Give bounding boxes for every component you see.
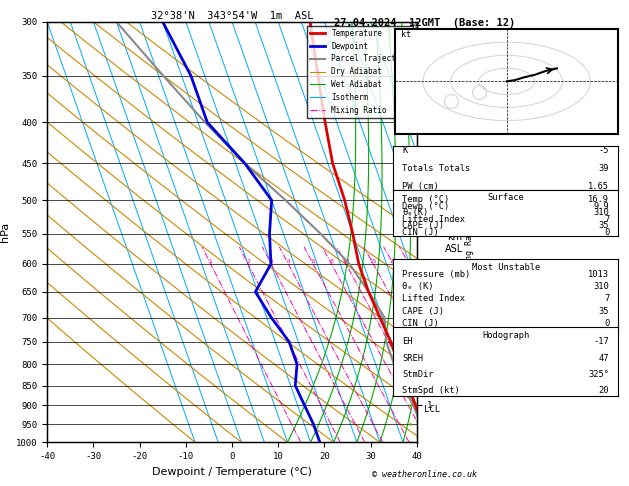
Text: θₑ (K): θₑ (K) <box>402 282 433 291</box>
Y-axis label: km
ASL: km ASL <box>445 232 464 254</box>
Text: 7: 7 <box>604 294 610 303</box>
Text: 310: 310 <box>594 282 610 291</box>
Text: Hodograph: Hodograph <box>482 331 530 341</box>
Text: © weatheronline.co.uk: © weatheronline.co.uk <box>372 470 477 479</box>
Text: EH: EH <box>402 337 413 347</box>
Text: Totals Totals: Totals Totals <box>402 164 470 173</box>
Text: 2: 2 <box>246 259 250 264</box>
Text: kt: kt <box>401 30 411 39</box>
Text: 6: 6 <box>311 259 315 264</box>
Text: 27.04.2024  12GMT  (Base: 12): 27.04.2024 12GMT (Base: 12) <box>334 18 515 28</box>
Text: Dewp (°C): Dewp (°C) <box>402 202 449 210</box>
Text: 325°: 325° <box>588 370 610 379</box>
Legend: Temperature, Dewpoint, Parcel Trajectory, Dry Adiabat, Wet Adiabat, Isotherm, Mi: Temperature, Dewpoint, Parcel Trajectory… <box>307 26 413 118</box>
Text: 1013: 1013 <box>588 270 610 278</box>
Text: 9.9: 9.9 <box>594 202 610 210</box>
Text: 1: 1 <box>209 259 213 264</box>
Text: CIN (J): CIN (J) <box>402 227 439 237</box>
Text: 15: 15 <box>369 259 377 264</box>
Text: Lifted Index: Lifted Index <box>402 215 465 224</box>
Text: Surface: Surface <box>487 193 524 202</box>
Text: -17: -17 <box>594 337 610 347</box>
Text: 35: 35 <box>599 307 610 315</box>
Text: Mixing Ratio (g/kg): Mixing Ratio (g/kg) <box>465 185 474 279</box>
Text: Temp (°C): Temp (°C) <box>402 195 449 204</box>
Text: 0: 0 <box>604 227 610 237</box>
Text: 25: 25 <box>405 259 413 264</box>
Text: 20: 20 <box>599 386 610 395</box>
Text: Most Unstable: Most Unstable <box>472 263 540 273</box>
Text: 8: 8 <box>330 259 333 264</box>
Text: 3: 3 <box>269 259 273 264</box>
Text: 4: 4 <box>286 259 290 264</box>
Text: Lifted Index: Lifted Index <box>402 294 465 303</box>
Text: K: K <box>402 146 408 155</box>
Text: PW (cm): PW (cm) <box>402 182 439 191</box>
Text: LCL: LCL <box>425 405 440 414</box>
X-axis label: Dewpoint / Temperature (°C): Dewpoint / Temperature (°C) <box>152 467 312 477</box>
Text: StmSpd (kt): StmSpd (kt) <box>402 386 460 395</box>
Text: -5: -5 <box>599 146 610 155</box>
Text: StmDir: StmDir <box>402 370 433 379</box>
Text: 310: 310 <box>594 208 610 217</box>
Text: 10: 10 <box>342 259 350 264</box>
Text: 39: 39 <box>599 164 610 173</box>
Text: CAPE (J): CAPE (J) <box>402 307 444 315</box>
Text: θₑ(K): θₑ(K) <box>402 208 428 217</box>
Text: CAPE (J): CAPE (J) <box>402 221 444 230</box>
Text: 1.65: 1.65 <box>588 182 610 191</box>
Text: SREH: SREH <box>402 354 423 363</box>
Text: 0: 0 <box>604 319 610 328</box>
Text: CIN (J): CIN (J) <box>402 319 439 328</box>
Text: 47: 47 <box>599 354 610 363</box>
Y-axis label: hPa: hPa <box>1 222 11 242</box>
Title: 32°38'N  343°54'W  1m  ASL: 32°38'N 343°54'W 1m ASL <box>151 11 313 21</box>
Text: 16.9: 16.9 <box>588 195 610 204</box>
Text: Pressure (mb): Pressure (mb) <box>402 270 470 278</box>
Text: 35: 35 <box>599 221 610 230</box>
Text: 20: 20 <box>389 259 397 264</box>
Text: 7: 7 <box>604 215 610 224</box>
